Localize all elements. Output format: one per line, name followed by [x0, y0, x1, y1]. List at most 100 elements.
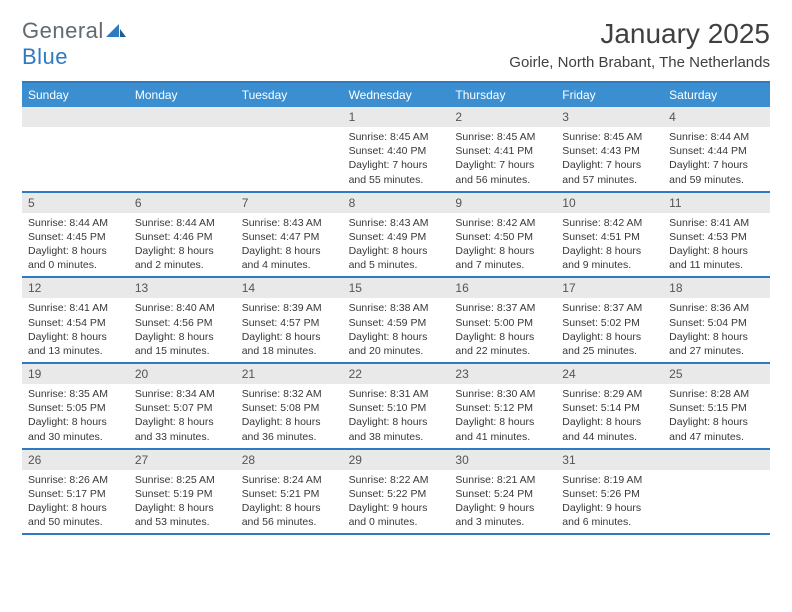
day-number: 17	[556, 278, 663, 298]
day-cell: 12Sunrise: 8:41 AMSunset: 4:54 PMDayligh…	[22, 278, 129, 362]
day-cell: 2Sunrise: 8:45 AMSunset: 4:41 PMDaylight…	[449, 107, 556, 191]
sunrise-line: Sunrise: 8:45 AM	[349, 130, 444, 144]
day-number: 21	[236, 364, 343, 384]
day-details: Sunrise: 8:30 AMSunset: 5:12 PMDaylight:…	[449, 384, 556, 448]
sunrise-line: Sunrise: 8:41 AM	[669, 216, 764, 230]
day-details: Sunrise: 8:44 AMSunset: 4:46 PMDaylight:…	[129, 213, 236, 277]
day-cell: 13Sunrise: 8:40 AMSunset: 4:56 PMDayligh…	[129, 278, 236, 362]
sunset-line: Sunset: 4:41 PM	[455, 144, 550, 158]
day-cell: 27 Sunrise: 8:25 AMSunset: 5:19 PMDayligh…	[129, 450, 236, 534]
day-details: Sunrise: 8:45 AMSunset: 4:40 PMDaylight:…	[343, 127, 450, 191]
sunset-line: Sunset: 5:26 PM	[562, 487, 657, 501]
day-cell: 7Sunrise: 8:43 AMSunset: 4:47 PMDaylight…	[236, 193, 343, 277]
day-number: 24	[556, 364, 663, 384]
daylight-line-2: and 59 minutes.	[669, 173, 764, 187]
sunset-line: Sunset: 4:49 PM	[349, 230, 444, 244]
sunrise-line: Sunrise: 8:19 AM	[562, 473, 657, 487]
day-number: 9	[449, 193, 556, 213]
sunrise-line: Sunrise: 8:37 AM	[562, 301, 657, 315]
sunrise-line: Sunrise: 8:42 AM	[562, 216, 657, 230]
day-details: Sunrise: 8:36 AMSunset: 5:04 PMDaylight:…	[663, 298, 770, 362]
daylight-line-1: Daylight: 8 hours	[135, 330, 230, 344]
daylight-line-1: Daylight: 8 hours	[135, 501, 230, 515]
daylight-line-1: Daylight: 8 hours	[28, 415, 123, 429]
daylight-line-2: and 56 minutes.	[242, 515, 337, 529]
daylight-line-1: Daylight: 8 hours	[242, 244, 337, 258]
daylight-line-2: and 11 minutes.	[669, 258, 764, 272]
day-number: 16	[449, 278, 556, 298]
calendar-week: 19Sunrise: 8:35 AMSunset: 5:05 PMDayligh…	[22, 364, 770, 450]
sunset-line: Sunset: 4:43 PM	[562, 144, 657, 158]
daylight-line-2: and 0 minutes.	[28, 258, 123, 272]
sunrise-line: Sunrise: 8:44 AM	[135, 216, 230, 230]
day-details: Sunrise: 8:22 AMSunset: 5:22 PMDaylight:…	[343, 470, 450, 534]
day-cell: 16Sunrise: 8:37 AMSunset: 5:00 PMDayligh…	[449, 278, 556, 362]
daylight-line-2: and 7 minutes.	[455, 258, 550, 272]
day-details: Sunrise: 8:37 AMSunset: 5:00 PMDaylight:…	[449, 298, 556, 362]
logo-sail-icon	[106, 18, 126, 44]
sunset-line: Sunset: 4:56 PM	[135, 316, 230, 330]
sunrise-line: Sunrise: 8:42 AM	[455, 216, 550, 230]
dow-saturday: Saturday	[663, 83, 770, 107]
day-cell: 3Sunrise: 8:45 AMSunset: 4:43 PMDaylight…	[556, 107, 663, 191]
daylight-line-2: and 3 minutes.	[455, 515, 550, 529]
daylight-line-2: and 38 minutes.	[349, 430, 444, 444]
dow-tuesday: Tuesday	[236, 83, 343, 107]
day-cell: 20Sunrise: 8:34 AMSunset: 5:07 PMDayligh…	[129, 364, 236, 448]
sunrise-line: Sunrise: 8:31 AM	[349, 387, 444, 401]
sunset-line: Sunset: 5:14 PM	[562, 401, 657, 415]
sunrise-line: Sunrise: 8:45 AM	[455, 130, 550, 144]
day-cell: 17Sunrise: 8:37 AMSunset: 5:02 PMDayligh…	[556, 278, 663, 362]
sunset-line: Sunset: 5:08 PM	[242, 401, 337, 415]
daylight-line-2: and 47 minutes.	[669, 430, 764, 444]
day-details: Sunrise: 8:43 AMSunset: 4:47 PMDaylight:…	[236, 213, 343, 277]
day-number: 2	[449, 107, 556, 127]
day-number: 26	[22, 450, 129, 470]
daylight-line-2: and 4 minutes.	[242, 258, 337, 272]
sunrise-line: Sunrise: 8:25 AM	[135, 473, 230, 487]
sunrise-line: Sunrise: 8:32 AM	[242, 387, 337, 401]
daylight-line-2: and 15 minutes.	[135, 344, 230, 358]
sunrise-line: Sunrise: 8:35 AM	[28, 387, 123, 401]
daylight-line-2: and 41 minutes.	[455, 430, 550, 444]
sunrise-line: Sunrise: 8:24 AM	[242, 473, 337, 487]
day-details: Sunrise: 8:45 AMSunset: 4:41 PMDaylight:…	[449, 127, 556, 191]
day-details: Sunrise: 8:32 AMSunset: 5:08 PMDaylight:…	[236, 384, 343, 448]
day-number: 6	[129, 193, 236, 213]
day-number: 28	[236, 450, 343, 470]
calendar-week: 26Sunrise: 8:26 AMSunset: 5:17 PMDayligh…	[22, 450, 770, 536]
sunset-line: Sunset: 5:02 PM	[562, 316, 657, 330]
day-details: Sunrise: 8:19 AMSunset: 5:26 PMDaylight:…	[556, 470, 663, 534]
sunrise-line: Sunrise: 8:21 AM	[455, 473, 550, 487]
daylight-line-1: Daylight: 8 hours	[242, 330, 337, 344]
day-cell: 10Sunrise: 8:42 AMSunset: 4:51 PMDayligh…	[556, 193, 663, 277]
day-cell: 15Sunrise: 8:38 AMSunset: 4:59 PMDayligh…	[343, 278, 450, 362]
day-number: 18	[663, 278, 770, 298]
day-number: 12	[22, 278, 129, 298]
sunset-line: Sunset: 4:50 PM	[455, 230, 550, 244]
day-cell: 4Sunrise: 8:44 AMSunset: 4:44 PMDaylight…	[663, 107, 770, 191]
sunset-line: Sunset: 5:19 PM	[135, 487, 230, 501]
sunrise-line: Sunrise: 8:28 AM	[669, 387, 764, 401]
sunset-line: Sunset: 5:22 PM	[349, 487, 444, 501]
day-details: Sunrise: 8:38 AMSunset: 4:59 PMDaylight:…	[343, 298, 450, 362]
sunset-line: Sunset: 5:17 PM	[28, 487, 123, 501]
daylight-line-2: and 44 minutes.	[562, 430, 657, 444]
day-number: 27	[129, 450, 236, 470]
dow-monday: Monday	[129, 83, 236, 107]
day-number: 7	[236, 193, 343, 213]
daylight-line-2: and 0 minutes.	[349, 515, 444, 529]
sunrise-line: Sunrise: 8:29 AM	[562, 387, 657, 401]
sunset-line: Sunset: 4:54 PM	[28, 316, 123, 330]
day-number: 3	[556, 107, 663, 127]
dow-friday: Friday	[556, 83, 663, 107]
daylight-line-2: and 9 minutes.	[562, 258, 657, 272]
sunset-line: Sunset: 5:12 PM	[455, 401, 550, 415]
day-number: 8	[343, 193, 450, 213]
sunset-line: Sunset: 5:10 PM	[349, 401, 444, 415]
daylight-line-2: and 53 minutes.	[135, 515, 230, 529]
day-number: 23	[449, 364, 556, 384]
day-number: 10	[556, 193, 663, 213]
day-cell: 19Sunrise: 8:35 AMSunset: 5:05 PMDayligh…	[22, 364, 129, 448]
day-details: Sunrise: 8:44 AMSunset: 4:45 PMDaylight:…	[22, 213, 129, 277]
